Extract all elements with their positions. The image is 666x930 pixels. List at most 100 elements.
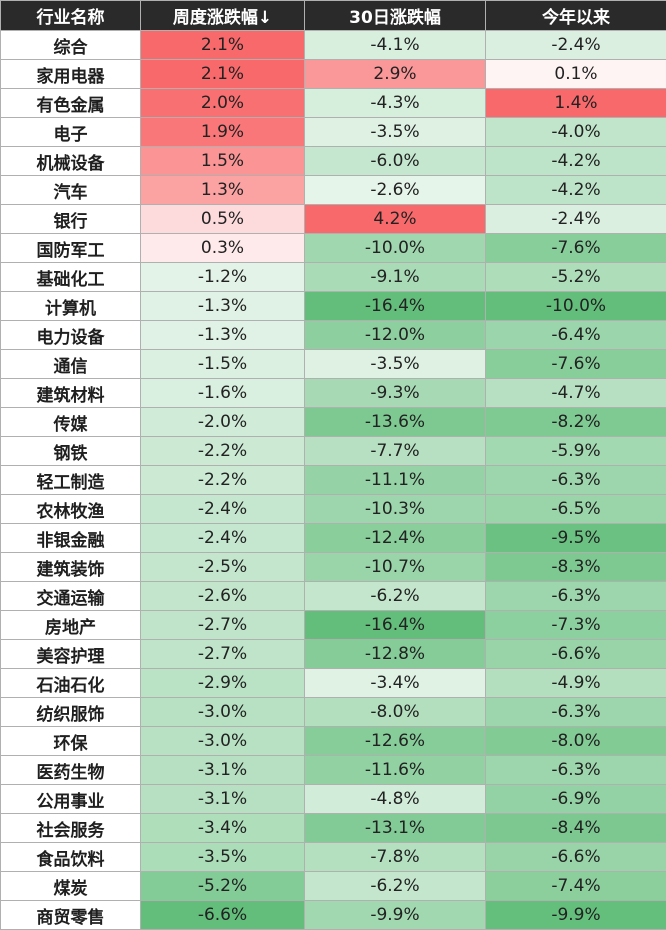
ytd-change-cell: -4.2% [486,176,666,205]
table-row: 电力设备-1.3%-12.0%-6.4% [1,321,666,350]
industry-name-cell: 社会服务 [1,814,141,843]
ytd-change-cell: -6.5% [486,495,666,524]
industry-name-cell: 建筑装饰 [1,553,141,582]
industry-name-cell: 商贸零售 [1,901,141,930]
thirty-day-change-cell: -13.6% [305,408,486,437]
ytd-change-cell: -6.3% [486,756,666,785]
header-industry-name[interactable]: 行业名称 [1,1,141,31]
thirty-day-change-cell: -3.5% [305,350,486,379]
ytd-change-cell: -6.3% [486,466,666,495]
header-ytd-change[interactable]: 今年以来 [486,1,666,31]
industry-name-cell: 食品饮料 [1,843,141,872]
weekly-change-cell: -1.2% [141,263,305,292]
table-row: 公用事业-3.1%-4.8%-6.9% [1,785,666,814]
thirty-day-change-cell: -4.8% [305,785,486,814]
ytd-change-cell: -4.9% [486,669,666,698]
thirty-day-change-cell: -4.1% [305,31,486,60]
weekly-change-cell: -3.1% [141,756,305,785]
industry-name-cell: 基础化工 [1,263,141,292]
thirty-day-change-cell: -9.3% [305,379,486,408]
industry-name-cell: 银行 [1,205,141,234]
weekly-change-cell: -5.2% [141,872,305,901]
thirty-day-change-cell: -2.6% [305,176,486,205]
ytd-change-cell: -7.3% [486,611,666,640]
weekly-change-cell: 0.3% [141,234,305,263]
ytd-change-cell: -5.2% [486,263,666,292]
table-row: 农林牧渔-2.4%-10.3%-6.5% [1,495,666,524]
ytd-change-cell: -5.9% [486,437,666,466]
industry-name-cell: 交通运输 [1,582,141,611]
header-weekly-change[interactable]: 周度涨跌幅↓ [141,1,305,31]
weekly-change-cell: -2.7% [141,640,305,669]
thirty-day-change-cell: 4.2% [305,205,486,234]
industry-name-cell: 汽车 [1,176,141,205]
table-row: 非银金融-2.4%-12.4%-9.5% [1,524,666,553]
table-row: 通信-1.5%-3.5%-7.6% [1,350,666,379]
header-30day-change[interactable]: 30日涨跌幅 [305,1,486,31]
industry-name-cell: 国防军工 [1,234,141,263]
thirty-day-change-cell: -10.3% [305,495,486,524]
ytd-change-cell: -4.2% [486,147,666,176]
thirty-day-change-cell: -12.6% [305,727,486,756]
thirty-day-change-cell: -10.7% [305,553,486,582]
weekly-change-cell: -6.6% [141,901,305,930]
table-row: 计算机-1.3%-16.4%-10.0% [1,292,666,321]
ytd-change-cell: -6.3% [486,698,666,727]
weekly-change-cell: -2.4% [141,495,305,524]
thirty-day-change-cell: -11.6% [305,756,486,785]
thirty-day-change-cell: -16.4% [305,292,486,321]
weekly-change-cell: -2.2% [141,466,305,495]
thirty-day-change-cell: -8.0% [305,698,486,727]
weekly-change-cell: -3.5% [141,843,305,872]
weekly-change-cell: -2.4% [141,524,305,553]
table-row: 食品饮料-3.5%-7.8%-6.6% [1,843,666,872]
industry-name-cell: 机械设备 [1,147,141,176]
table-row: 轻工制造-2.2%-11.1%-6.3% [1,466,666,495]
weekly-change-cell: -1.6% [141,379,305,408]
industry-name-cell: 通信 [1,350,141,379]
ytd-change-cell: -8.4% [486,814,666,843]
thirty-day-change-cell: -13.1% [305,814,486,843]
table-row: 环保-3.0%-12.6%-8.0% [1,727,666,756]
ytd-change-cell: 0.1% [486,60,666,89]
ytd-change-cell: -8.0% [486,727,666,756]
thirty-day-change-cell: -12.4% [305,524,486,553]
industry-name-cell: 非银金融 [1,524,141,553]
table-row: 房地产-2.7%-16.4%-7.3% [1,611,666,640]
industry-name-cell: 环保 [1,727,141,756]
thirty-day-change-cell: -9.1% [305,263,486,292]
ytd-change-cell: -4.0% [486,118,666,147]
ytd-change-cell: -6.6% [486,843,666,872]
table-row: 基础化工-1.2%-9.1%-5.2% [1,263,666,292]
ytd-change-cell: -7.6% [486,234,666,263]
table-row: 纺织服饰-3.0%-8.0%-6.3% [1,698,666,727]
weekly-change-cell: 1.3% [141,176,305,205]
industry-name-cell: 综合 [1,31,141,60]
table-row: 煤炭-5.2%-6.2%-7.4% [1,872,666,901]
weekly-change-cell: -3.0% [141,698,305,727]
industry-name-cell: 钢铁 [1,437,141,466]
thirty-day-change-cell: -16.4% [305,611,486,640]
thirty-day-change-cell: -6.2% [305,872,486,901]
weekly-change-cell: -2.9% [141,669,305,698]
weekly-change-cell: 0.5% [141,205,305,234]
weekly-change-cell: -3.0% [141,727,305,756]
weekly-change-cell: -3.4% [141,814,305,843]
ytd-change-cell: -10.0% [486,292,666,321]
weekly-change-cell: 1.9% [141,118,305,147]
ytd-change-cell: -7.4% [486,872,666,901]
weekly-change-cell: 1.5% [141,147,305,176]
industry-name-cell: 电力设备 [1,321,141,350]
industry-name-cell: 有色金属 [1,89,141,118]
table-row: 社会服务-3.4%-13.1%-8.4% [1,814,666,843]
ytd-change-cell: -6.9% [486,785,666,814]
industry-name-cell: 家用电器 [1,60,141,89]
